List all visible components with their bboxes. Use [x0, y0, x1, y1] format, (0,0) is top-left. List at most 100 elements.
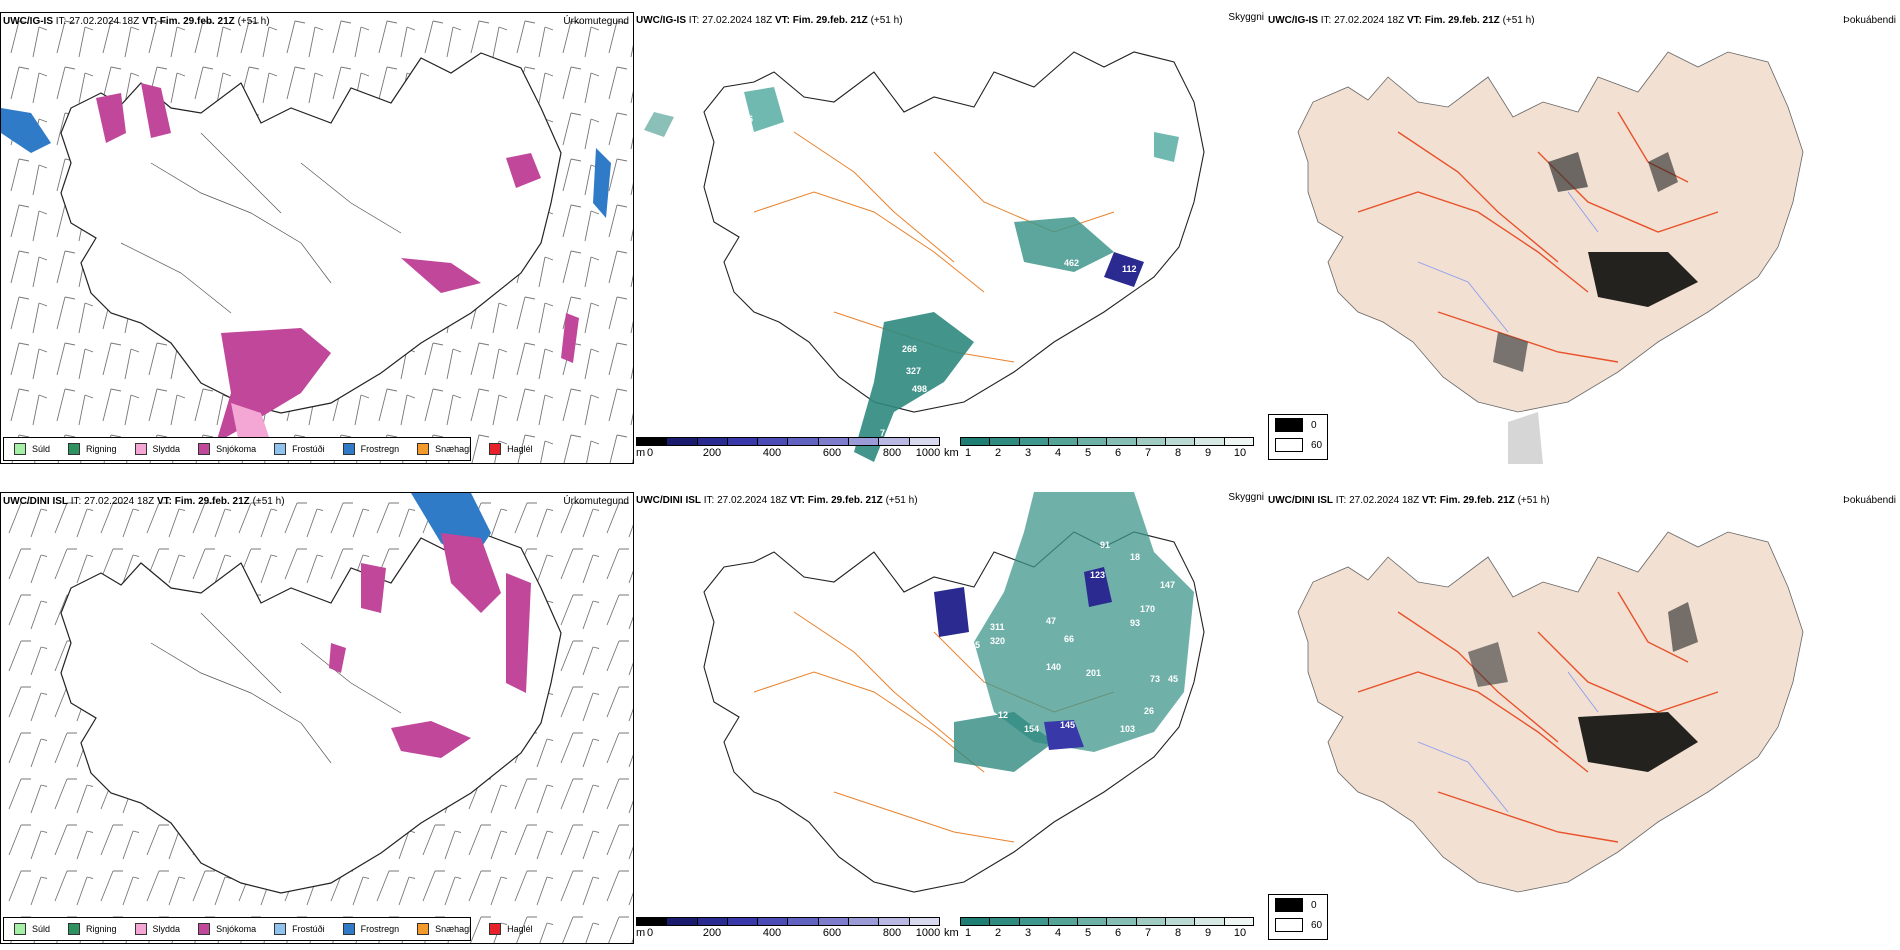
cloud-base-label: 498 — [912, 384, 927, 394]
panel-title: UWC/IG-IS IT: 27.02.2024 18Z VT: Fim. 29… — [1268, 15, 1535, 26]
cloud-base-label: 327 — [906, 366, 921, 376]
panel-title: UWC/DINI ISL IT: 27.02.2024 18Z VT: Fim.… — [1268, 495, 1550, 506]
colorbar-tick: 3 — [1024, 447, 1032, 459]
cloud-base-label: 311 — [990, 622, 1005, 632]
legend-item: Haglél — [489, 443, 533, 455]
colorbar-tick: 600 — [822, 447, 842, 459]
fog-panel-row1: UWC/IG-IS IT: 27.02.2024 18Z VT: Fim. 29… — [1268, 12, 1900, 464]
colorbar-tick: 7 — [1144, 927, 1152, 939]
colorbar-unit: m — [636, 447, 646, 459]
precip-map-row1 — [1, 13, 633, 463]
cloud-panel-row2: 91 18 123 147 170 93 311 320 15 47 66 14… — [634, 492, 1268, 944]
iceland-coast — [60, 52, 562, 414]
cloud-base-label: 466 — [738, 114, 753, 124]
colorbar-tick: 4 — [1054, 447, 1062, 459]
fog-legend-row2: 0 60 — [1268, 894, 1328, 940]
legend-item: Slydda — [134, 443, 180, 455]
fog-map-row2 — [1297, 531, 1804, 893]
colorbar-tick: 10 — [1233, 447, 1247, 459]
colorbar-unit: m — [636, 927, 646, 939]
colorbar-tick: 4 — [1054, 927, 1062, 939]
colorbar-tick: 10 — [1233, 927, 1247, 939]
precip-legend: Súld Rigning Slydda Snjókoma Frostúði Fr… — [3, 917, 533, 941]
cloud-base-label: 26 — [1144, 706, 1154, 716]
colorbar-tick: 3 — [1024, 927, 1032, 939]
panel-type-label: Úrkomutegund — [563, 16, 629, 27]
cloud-base-label: 3 — [952, 152, 957, 162]
legend-item: Snjókoma — [198, 443, 256, 455]
cloud-base-label: 91 — [1100, 540, 1110, 550]
cloud-base-label: 320 — [990, 636, 1005, 646]
cloud-colorbar-m: m 0 200 400 600 800 1000 — [636, 437, 940, 463]
cloud-base-label: 185 — [1022, 276, 1037, 286]
colorbar-tick: 7 — [1144, 447, 1152, 459]
legend-swatch — [489, 923, 502, 935]
legend-swatch — [1275, 918, 1303, 932]
cloud-base-label: 266 — [902, 344, 917, 354]
panel-type-label: Skyggni — [1228, 492, 1264, 503]
legend-item: Frostúði — [274, 443, 325, 455]
colorbar-tick: 2 — [994, 927, 1002, 939]
fog-map-row1 — [1297, 51, 1804, 464]
colorbar-tick: 400 — [762, 927, 782, 939]
panel-title: UWC/DINI ISL IT: 27.02.2024 18Z VT: Fim.… — [3, 496, 285, 507]
legend-swatch — [274, 923, 287, 935]
colorbar-tick: 0 — [646, 447, 654, 459]
cloud-colorbar-km: km 1 2 3 4 5 6 7 8 9 10 — [944, 917, 1254, 943]
colorbar-tick: 1 — [964, 927, 972, 939]
cloud-base-label: 73 — [1150, 674, 1160, 684]
cloud-colorbar-km: km 1 2 3 4 5 6 7 8 9 10 — [944, 437, 1254, 463]
colorbar-tick: 9 — [1204, 447, 1212, 459]
cloud-base-label: 74 — [880, 428, 890, 438]
colorbar-tick: 1 — [964, 447, 972, 459]
cloud-base-label: 170 — [1140, 604, 1155, 614]
legend-item: 60 — [1269, 435, 1327, 455]
legend-swatch — [14, 923, 26, 935]
colorbar-tick: 400 — [762, 447, 782, 459]
colorbar-unit: km — [944, 927, 959, 939]
colorbar-tick: 2 — [994, 447, 1002, 459]
cloud-colorbar-m: m 0 200 400 600 800 1000 — [636, 917, 940, 943]
colorbar-tick: 6 — [1114, 447, 1122, 459]
legend-item: 0 — [1269, 895, 1327, 915]
colorbar-tick: 1000 — [915, 447, 941, 459]
snow-area — [96, 93, 126, 143]
legend-item: 60 — [1269, 915, 1327, 935]
legend-item: Súld — [14, 443, 50, 455]
legend-swatch — [134, 923, 147, 935]
legend-item: Snjókoma — [198, 923, 256, 935]
legend-item: Snæhagl — [417, 923, 471, 935]
colorbar-tick: 8 — [1174, 927, 1182, 939]
panel-type-label: Úrkomutegund — [563, 496, 629, 507]
colorbar-tick: 6 — [1114, 927, 1122, 939]
cloud-panel-row1: 466 3 20 13 185 462 112 266 327 498 242 … — [634, 12, 1268, 464]
legend-swatch — [417, 443, 430, 455]
cloud-base-label: 103 — [1120, 724, 1135, 734]
cloud-base-label: 93 — [1130, 618, 1140, 628]
cloud-base-label: 66 — [1064, 634, 1074, 644]
cloud-base-label: 242 — [940, 390, 955, 400]
legend-swatch — [342, 443, 355, 455]
legend-swatch — [198, 923, 211, 935]
cloud-base-label: 147 — [1160, 580, 1175, 590]
cloud-base-label: 47 — [1046, 616, 1056, 626]
cloud-base-label: 145 — [1060, 720, 1075, 730]
panel-type-label: Þokuábendi — [1843, 15, 1896, 26]
colorbar-tick: 800 — [882, 447, 902, 459]
legend-item: Slydda — [134, 923, 180, 935]
precip-map-row2 — [1, 493, 633, 943]
panel-type-label: Skyggni — [1228, 12, 1264, 23]
cloud-base-label: 45 — [1168, 674, 1178, 684]
precip-panel-row2: UWC/DINI ISL IT: 27.02.2024 18Z VT: Fim.… — [0, 492, 634, 944]
cloud-base-label: 36 — [894, 670, 904, 680]
panel-title: UWC/IG-IS IT: 27.02.2024 18Z VT: Fim. 29… — [3, 16, 270, 27]
colorbar-tick: 200 — [702, 447, 722, 459]
cloud-base-label: 18 — [1130, 552, 1140, 562]
cloud-base-label: 142 — [954, 690, 969, 700]
legend-swatch — [274, 443, 287, 455]
cloud-base-label: 13 — [964, 236, 974, 246]
fog-legend-row1: 0 60 — [1268, 414, 1328, 460]
legend-item: Rigning — [68, 923, 117, 935]
legend-swatch — [198, 443, 211, 455]
colorbar-tick: 0 — [646, 927, 654, 939]
